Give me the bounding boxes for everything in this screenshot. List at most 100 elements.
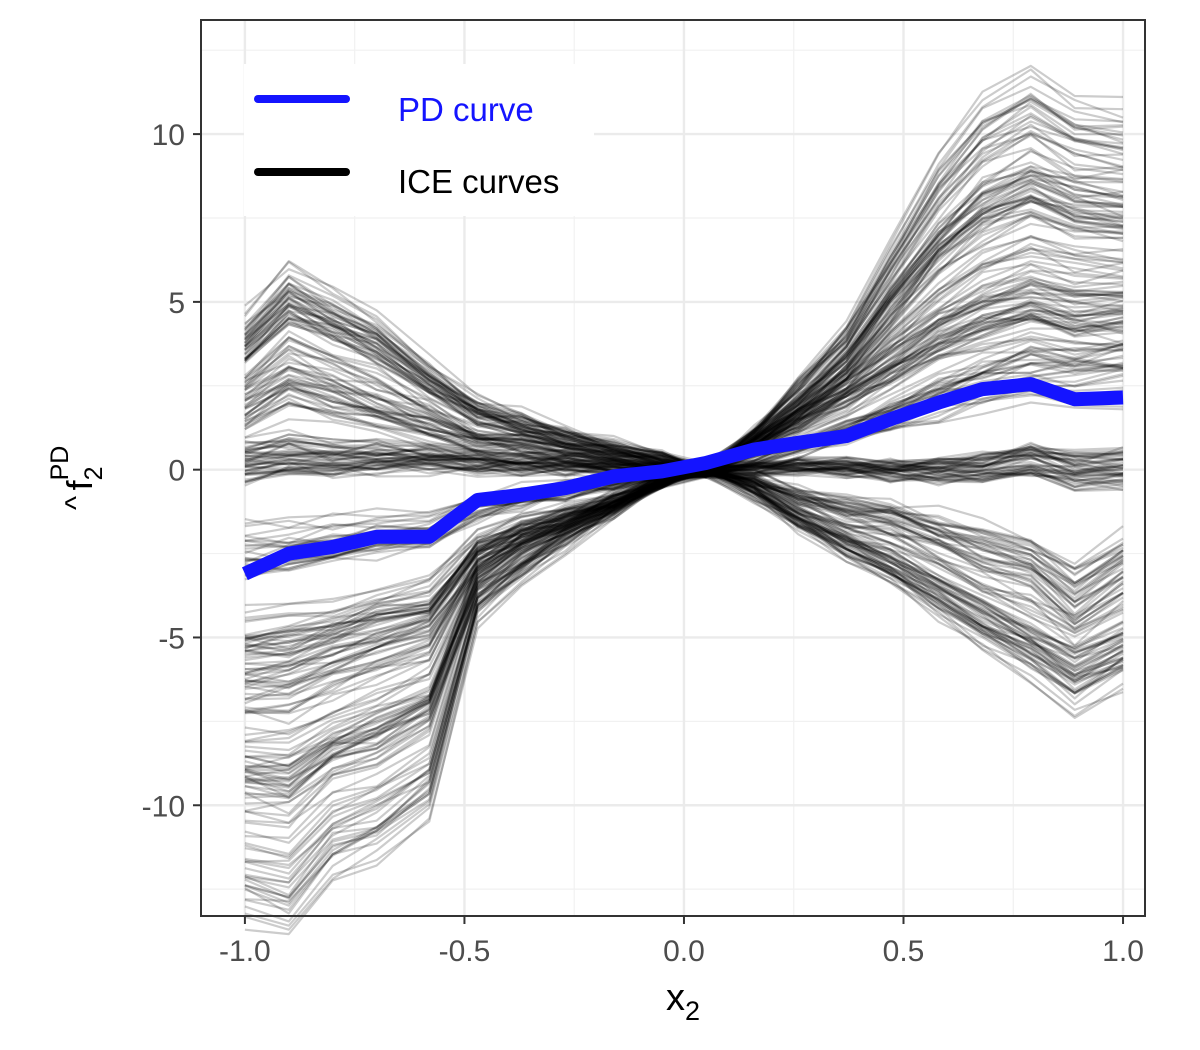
ice-curve bbox=[244, 197, 1124, 759]
ice-curve bbox=[244, 198, 1124, 757]
ice-curve bbox=[244, 269, 1124, 705]
svg-text:f2PD: f2 PD bbox=[46, 446, 108, 491]
ice-curve bbox=[244, 450, 1124, 477]
ice-curve bbox=[244, 296, 1124, 671]
ice-curve bbox=[244, 195, 1124, 770]
ice-curve bbox=[244, 315, 1124, 650]
svg-text:x2: x2 bbox=[666, 977, 700, 1026]
ice-curve bbox=[244, 342, 1124, 577]
x-tick-label: -0.5 bbox=[439, 935, 491, 968]
x-axis-title-main: x bbox=[666, 977, 685, 1019]
ice-curve bbox=[244, 291, 1124, 675]
legend-label-ice: ICE curves bbox=[398, 163, 559, 200]
ice-curve bbox=[244, 147, 1124, 844]
y-tick-label: -5 bbox=[158, 622, 185, 655]
ice-curve bbox=[244, 200, 1124, 787]
ice-curve bbox=[244, 235, 1124, 713]
ice-curve bbox=[244, 309, 1124, 659]
ice-curve bbox=[244, 316, 1124, 642]
ice-curve bbox=[244, 455, 1124, 478]
legend: PD curve ICE curves bbox=[244, 64, 594, 216]
x-axis-title-subscript: 2 bbox=[685, 996, 700, 1026]
ice-curve bbox=[244, 282, 1124, 676]
y-tick-label: 5 bbox=[168, 287, 185, 320]
ice-curve bbox=[244, 181, 1124, 781]
pd-curve-group bbox=[241, 377, 1124, 581]
ice-curve bbox=[244, 196, 1124, 789]
ice-curve bbox=[244, 199, 1124, 775]
ice-curve bbox=[244, 201, 1124, 768]
ice-curve bbox=[244, 315, 1124, 643]
major-gridlines bbox=[201, 20, 1145, 916]
minor-gridlines bbox=[201, 20, 1145, 916]
ice-curve bbox=[244, 327, 1124, 636]
ice-curve bbox=[244, 301, 1124, 659]
ice-curve bbox=[244, 247, 1124, 712]
ice-curve bbox=[244, 317, 1124, 638]
plot-panel-border bbox=[200, 19, 1146, 917]
ice-curve bbox=[244, 260, 1124, 700]
legend-label-pd: PD curve bbox=[398, 91, 534, 128]
ice-curve bbox=[244, 275, 1124, 689]
ice-curve bbox=[244, 171, 1124, 782]
ice-curve bbox=[244, 112, 1124, 884]
ice-curve bbox=[244, 182, 1124, 778]
y-axis-title-superscript: PD bbox=[46, 446, 74, 481]
ice-curve bbox=[244, 94, 1124, 900]
ice-curve bbox=[244, 304, 1124, 647]
ice-curve bbox=[244, 393, 1124, 543]
x-axis: -1.0 -0.5 0.0 0.5 1.0 bbox=[219, 916, 1144, 968]
ice-curve bbox=[244, 125, 1124, 875]
ice-curve bbox=[244, 292, 1124, 675]
x-tick-label: 0.0 bbox=[663, 935, 705, 968]
ice-curve bbox=[244, 174, 1124, 799]
ice-curve bbox=[244, 85, 1124, 923]
pd-curve bbox=[241, 377, 1124, 581]
y-axis-title-hat: ^ bbox=[60, 496, 93, 510]
ice-curve bbox=[244, 338, 1124, 622]
ice-curve bbox=[244, 165, 1124, 799]
ice-curve bbox=[244, 331, 1124, 623]
ice-curve bbox=[244, 348, 1124, 577]
ice-curve bbox=[244, 115, 1124, 897]
ice-curve bbox=[244, 168, 1124, 829]
ice-curve bbox=[244, 123, 1124, 863]
ice-curve bbox=[244, 318, 1124, 650]
y-axis: -10 -5 0 5 10 bbox=[142, 119, 201, 823]
ice-curve bbox=[244, 306, 1124, 657]
ice-curve bbox=[244, 291, 1124, 681]
y-tick-label: 10 bbox=[152, 119, 185, 152]
ice-curve bbox=[244, 100, 1124, 899]
ice-curve bbox=[244, 352, 1124, 570]
ice-curve bbox=[244, 187, 1124, 771]
ice-curve bbox=[244, 165, 1124, 800]
ice-curve bbox=[244, 263, 1124, 701]
x-tick-label: -1.0 bbox=[219, 935, 271, 968]
ice-curve bbox=[244, 298, 1124, 671]
ice-curve bbox=[244, 95, 1124, 907]
legend-background bbox=[244, 64, 594, 216]
ice-curve bbox=[244, 301, 1124, 662]
ice-curve bbox=[244, 330, 1124, 638]
x-tick-label: 0.5 bbox=[883, 935, 925, 968]
ice-curve bbox=[244, 177, 1124, 793]
ice-curve bbox=[244, 303, 1124, 673]
ice-curve bbox=[244, 170, 1124, 796]
ice-curve bbox=[244, 132, 1124, 858]
ice-curve bbox=[244, 288, 1124, 683]
ice-curve bbox=[244, 114, 1124, 884]
ice-curve bbox=[244, 103, 1124, 899]
ice-curve bbox=[244, 278, 1124, 689]
ice-curve bbox=[244, 263, 1124, 696]
y-tick-label: 0 bbox=[168, 455, 185, 488]
ice-curve bbox=[244, 210, 1124, 744]
ice-curve bbox=[244, 314, 1124, 641]
ice-curve bbox=[244, 68, 1124, 927]
ice-curve bbox=[244, 317, 1124, 651]
ice-curve bbox=[244, 98, 1124, 915]
ice-curve bbox=[244, 389, 1124, 525]
ice-curve bbox=[244, 295, 1124, 674]
ice-curve bbox=[244, 313, 1124, 640]
ice-curve bbox=[244, 150, 1124, 840]
